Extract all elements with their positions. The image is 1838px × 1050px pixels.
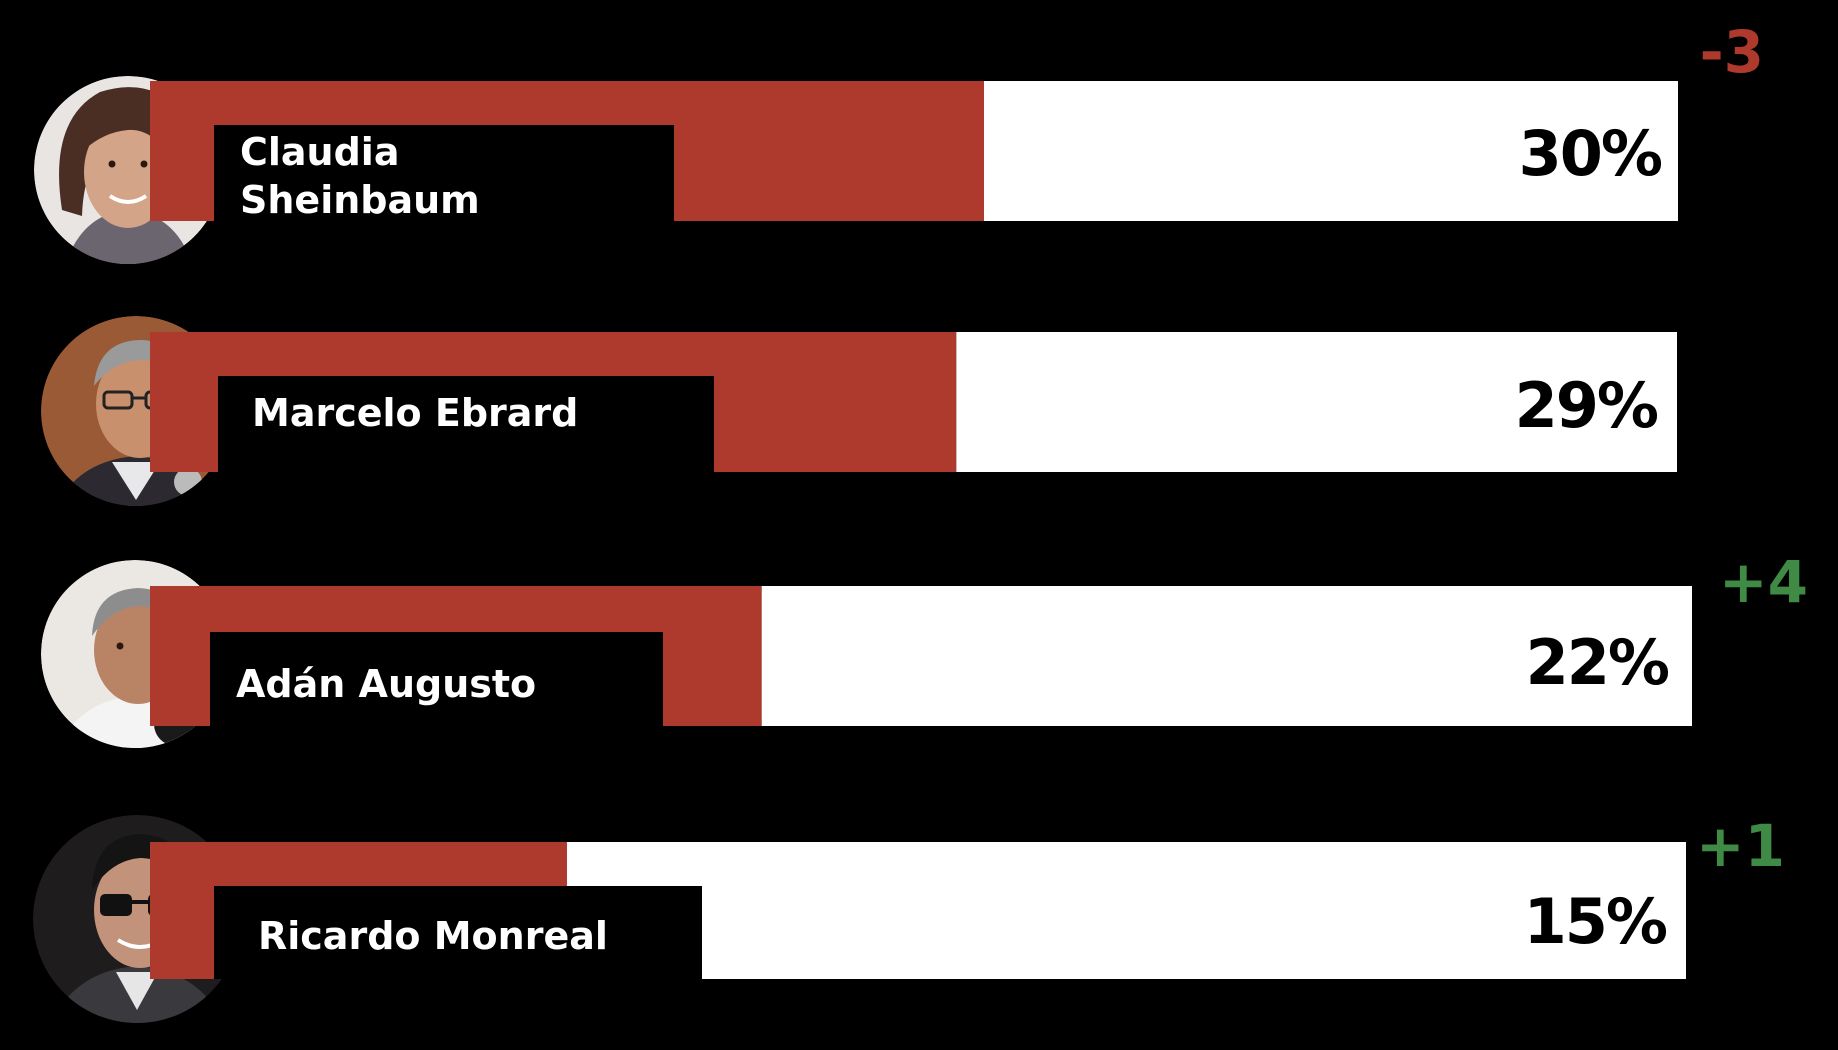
value-label: 30% <box>1519 117 1662 190</box>
name-label-box <box>210 632 663 726</box>
candidate-name-line: Marcelo Ebrard <box>252 391 578 435</box>
candidate-name: Claudia Sheinbaum <box>240 130 480 222</box>
value-label: 15% <box>1524 885 1667 958</box>
candidate-name-line: Ricardo Monreal <box>258 914 608 958</box>
bar-track <box>567 842 1686 979</box>
value-label: 29% <box>1515 369 1658 442</box>
bar-row: Claudia Sheinbaum 30% -3 <box>150 18 1764 222</box>
bar-row: Adán Augusto 22% +4 <box>150 548 1808 726</box>
candidate-name-line: Sheinbaum <box>240 178 480 222</box>
change-label: -3 <box>1700 18 1764 86</box>
name-label-box <box>214 125 674 221</box>
candidate-name: Adán Augusto <box>236 662 536 706</box>
name-label-box <box>214 886 702 979</box>
candidate-name-line: Claudia <box>240 130 399 174</box>
change-label: +1 <box>1696 812 1785 880</box>
bar-row: Ricardo Monreal 15% +1 <box>150 812 1785 979</box>
value-label: 22% <box>1526 626 1669 699</box>
bar-track <box>984 81 1678 221</box>
candidate-name: Marcelo Ebrard <box>252 391 578 435</box>
candidate-name-line: Adán Augusto <box>236 662 536 706</box>
bar-track <box>761 586 1692 726</box>
bar-track <box>956 332 1677 472</box>
candidate-name: Ricardo Monreal <box>258 914 608 958</box>
name-label-box <box>218 376 714 472</box>
bar-row: Marcelo Ebrard 29% <box>150 332 1677 472</box>
change-label: +4 <box>1719 548 1808 616</box>
